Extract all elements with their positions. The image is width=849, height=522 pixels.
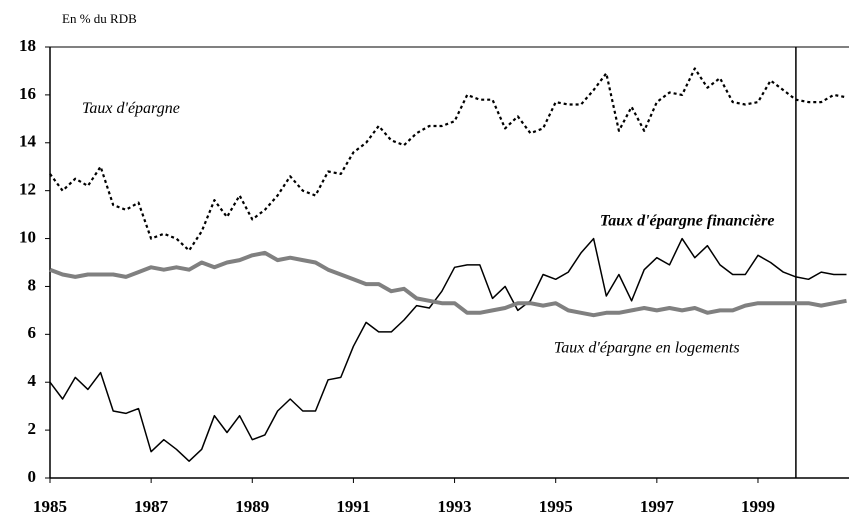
x-tick-label: 1991 bbox=[336, 497, 370, 516]
y-tick-label: 6 bbox=[28, 323, 37, 342]
x-tick-label: 1995 bbox=[539, 497, 573, 516]
series-annotation: Taux d'épargne bbox=[82, 100, 180, 117]
y-axis-label: En % du RDB bbox=[62, 11, 137, 26]
x-tick-label: 1997 bbox=[640, 497, 675, 516]
x-tick-label: 1989 bbox=[235, 497, 269, 516]
y-tick-label: 16 bbox=[19, 84, 36, 103]
series-line bbox=[49, 67, 847, 252]
series-line bbox=[49, 250, 847, 318]
series-line bbox=[49, 237, 847, 462]
y-tick-label: 4 bbox=[28, 371, 37, 390]
y-tick-label: 12 bbox=[19, 180, 36, 199]
series-annotation: Taux d'épargne en logements bbox=[554, 339, 740, 356]
y-tick-label: 10 bbox=[19, 227, 36, 246]
x-tick-label: 1985 bbox=[33, 497, 67, 516]
y-tick-label: 18 bbox=[19, 36, 36, 55]
y-tick-label: 14 bbox=[19, 132, 37, 151]
x-tick-label: 1999 bbox=[741, 497, 775, 516]
x-tick-label: 1987 bbox=[134, 497, 169, 516]
x-tick-label: 1993 bbox=[438, 497, 472, 516]
y-tick-label: 8 bbox=[28, 275, 37, 294]
y-tick-label: 0 bbox=[28, 467, 37, 486]
y-tick-label: 2 bbox=[28, 419, 37, 438]
series-annotation: Taux d'épargne financière bbox=[600, 212, 775, 229]
